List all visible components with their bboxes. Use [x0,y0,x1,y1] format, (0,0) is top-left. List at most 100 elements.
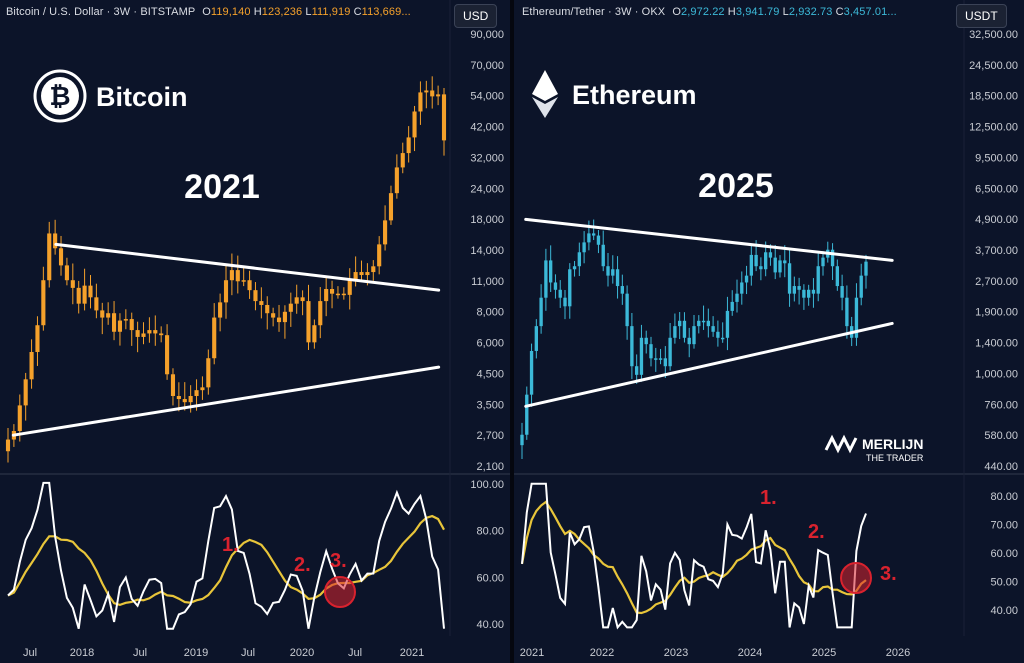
candle-body [329,289,335,294]
rsi-tick-label: 80.00 [476,526,504,538]
candle-body [153,330,158,334]
candle-body [294,297,299,304]
open-value: 119,140 [210,6,251,18]
candle-body [773,257,777,273]
price-tick-label: 3,700.00 [975,245,1018,257]
candle-body [802,289,806,298]
price-tick-label: 2,700 [476,430,504,442]
candle-body [111,313,117,332]
candle-body [306,301,311,343]
candle-body [744,275,749,283]
candle-body [400,153,405,168]
bitcoin-symbol-label: Bitcoin / U.S. Dollar · 3W · BITSTAMP [6,6,196,18]
time-axis-label: Jul [23,647,37,659]
candle-body [200,387,205,391]
candle-body [353,272,358,281]
candle-body [740,282,744,294]
trendline [11,365,441,437]
candle-body [582,242,586,253]
price-tick-label: 24,000 [470,183,504,195]
candle-body [754,254,758,267]
ethereum-symbol-label: Ethereum/Tether · 3W · OKX [522,6,666,18]
candle-body [830,249,835,267]
rsi-annotation-label: 3. [880,563,897,585]
candle-body [377,244,382,267]
candle-body [206,358,211,388]
candle-body [182,399,187,403]
candle-body [70,280,75,288]
bitcoin-chart-panel: 90,000 70,000 54,000 42,000 32,000 24,000 18,0… [0,0,510,663]
candle-body [677,320,682,327]
candle-body [701,320,706,323]
trendline [524,217,894,262]
time-axis-label: 2025 [812,647,836,659]
bitcoin-ohlc-header: Bitcoin / U.S. Dollar · 3W · BITSTAMP O1… [6,6,411,18]
price-tick-label: 1,400.00 [975,338,1018,350]
price-tick-label: 760.00 [984,399,1018,411]
candle-body [312,325,317,343]
candle-body [735,293,739,302]
candle-body [241,280,246,282]
price-tick-label: 1,900.00 [975,307,1018,319]
candle-body [218,302,223,318]
candle-body [596,235,601,245]
candle-body [548,260,553,283]
candle-body [394,167,399,194]
candle-body [720,337,725,340]
candle-body [639,337,644,375]
candle-body [529,350,534,395]
candle-body [129,319,134,331]
candle-body [697,320,701,327]
rsi-tick-label: 40.00 [476,619,504,631]
candle-body [371,266,376,273]
candle-body [835,266,840,287]
price-tick-label: 18,000 [470,214,504,226]
candle-body [577,252,582,267]
high-value: 3,941.79 [735,6,780,18]
candle-body [29,351,34,380]
ethereum-logo-text: Ethereum [572,80,697,110]
candle-body [282,311,287,323]
candle-body [615,269,620,287]
low-label: L [782,6,789,18]
close-label: C [353,6,362,18]
candle-body [558,289,562,298]
candle-body [620,286,625,294]
candle-body [94,297,99,311]
candle-body [544,260,548,298]
candle-body [265,304,270,314]
currency-selector[interactable]: USDT [956,4,1007,28]
candle-body [525,394,529,435]
candle-body [553,282,558,290]
time-axis-label: Jul [133,647,147,659]
candle-body [259,301,264,305]
candle-body [821,257,825,267]
signal-circle-marker [840,562,872,594]
candle-body [654,358,658,360]
open-label: O [672,6,682,18]
candle-body [147,330,152,334]
candle-body [5,439,11,452]
candle-body [687,337,691,345]
candle-body [859,275,863,298]
candle-body [563,297,567,307]
time-axis-label: Jul [348,647,362,659]
price-tick-label: 32,500.00 [969,29,1018,41]
price-tick-label: 1,000.00 [975,368,1018,380]
candle-body [359,272,364,276]
candle-body [797,286,801,290]
candle-body [854,297,859,338]
price-tick-label: 42,000 [470,122,504,134]
ethereum-chart-panel: 32,500.00 24,500.00 18,500.00 12,500.00 9,50… [514,0,1024,663]
time-axis-label: 2019 [184,647,208,659]
ethereum-chart-canvas: 32,500.00 24,500.00 18,500.00 12,500.00 9,50… [514,0,1024,659]
candle-body [706,320,711,327]
candle-body [100,310,105,318]
currency-selector[interactable]: USD [454,4,498,28]
open-label: O [202,6,211,18]
price-tick-label: 90,000 [470,29,504,41]
candle-body [673,326,677,338]
candle-body [176,396,181,400]
time-axis-label: 2024 [738,647,762,659]
rsi-tick-label: 50.00 [990,577,1018,589]
